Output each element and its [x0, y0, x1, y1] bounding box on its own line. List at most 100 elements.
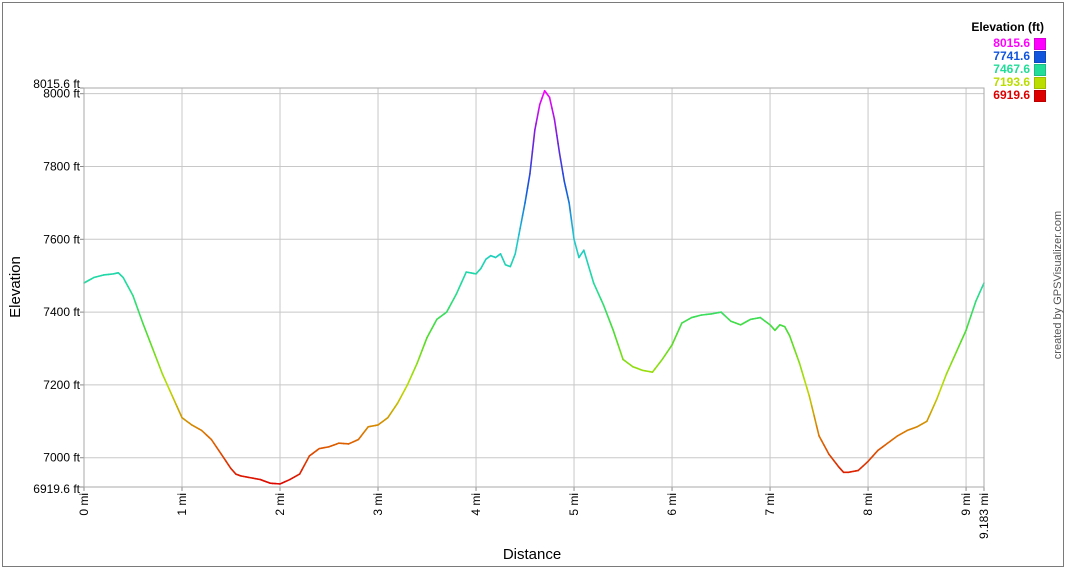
- elevation-segment: [514, 246, 518, 255]
- elevation-segment: [306, 455, 311, 462]
- elevation-segment: [521, 208, 525, 217]
- elevation-segment: [523, 202, 526, 211]
- elevation-segment: [614, 336, 619, 346]
- elevation-segment: [298, 468, 303, 475]
- legend-entry-label: 6919.6: [993, 88, 1030, 102]
- legend-entry: 8015.6: [971, 37, 1046, 50]
- elevation-segment: [445, 306, 450, 313]
- elevation-segment: [413, 362, 419, 370]
- elevation-segment: [537, 103, 541, 112]
- elevation-segment: [801, 370, 806, 381]
- elevation-segment: [423, 336, 428, 345]
- elevation-segment: [609, 323, 615, 332]
- elevation-segment: [458, 282, 463, 290]
- elevation-segment: [531, 140, 535, 153]
- credit-text: created by GPSVisualizer.com: [1052, 211, 1064, 359]
- elevation-segment: [798, 362, 803, 373]
- elevation-segment: [450, 297, 455, 304]
- elevation-segment: [673, 333, 678, 341]
- elevation-line: [83, 89, 985, 485]
- legend-swatch: [1034, 50, 1046, 63]
- plot-border: [83, 87, 985, 488]
- elevation-segment: [600, 298, 605, 306]
- legend: Elevation (ft) 8015.6 7741.6 7467.6 7193.6 6…: [971, 20, 1046, 102]
- elevation-segment: [426, 332, 431, 339]
- legend-entry-label: 7193.6: [993, 75, 1030, 89]
- legend-entry: 7467.6: [971, 63, 1046, 76]
- elevation-segment: [602, 304, 607, 313]
- legend-swatch: [1034, 76, 1046, 89]
- elevation-segment: [815, 425, 820, 437]
- elevation-segment: [678, 322, 683, 330]
- elevation-segment: [977, 291, 981, 298]
- elevation-segment: [409, 373, 414, 381]
- elevation-segment: [433, 318, 438, 325]
- legend-entry-label: 7741.6: [993, 49, 1030, 63]
- elevation-segment: [810, 405, 815, 417]
- elevation-segment: [676, 327, 681, 335]
- elevation-segment: [803, 378, 808, 389]
- elevation-segment: [142, 322, 147, 331]
- elevation-segment: [585, 257, 590, 268]
- elevation-segment: [144, 328, 149, 337]
- elevation-segment: [960, 334, 965, 343]
- legend-entry: 7193.6: [971, 76, 1046, 89]
- elevation-segment: [303, 459, 308, 466]
- elevation-segment: [805, 386, 811, 397]
- axis-layer: 0 mi 1 mi 2 mi 3 mi 4 mi 5 mi 6 mi 7 mi 8 mi 9 mi…: [33, 77, 991, 539]
- elevation-segment: [933, 398, 938, 406]
- elevation-segment: [607, 316, 612, 325]
- elevation-segment: [301, 464, 306, 471]
- elevation-segment: [554, 126, 558, 137]
- elevation-segment: [612, 329, 617, 339]
- elevation-segment: [124, 281, 129, 288]
- elevation-segment: [948, 362, 953, 370]
- elevation-segment: [399, 393, 404, 400]
- elevation-segment: [520, 214, 524, 223]
- elevation-segment: [164, 378, 169, 386]
- elevation-segment: [953, 351, 958, 359]
- elevation-segment: [808, 395, 813, 407]
- elevation-segment: [965, 322, 970, 332]
- elevation-segment: [149, 341, 154, 350]
- elevation-segment: [564, 185, 568, 193]
- legend-entry-label: 8015.6: [993, 36, 1030, 50]
- elevation-segment: [431, 323, 436, 330]
- y-tick-label: 7600 ft: [43, 232, 80, 246]
- elevation-segment: [590, 273, 595, 284]
- x-tick-label: 5 mi: [567, 493, 581, 516]
- elevation-segment: [563, 180, 567, 188]
- legend-entry-label: 7467.6: [993, 62, 1030, 76]
- elevation-segment: [926, 415, 931, 423]
- elevation-segment: [524, 194, 528, 204]
- elevation-segment: [411, 367, 416, 375]
- x-tick-label: 8 mi: [861, 493, 875, 516]
- elevation-segment: [428, 327, 433, 334]
- elevation-segment: [129, 290, 134, 297]
- elevation-segment: [560, 165, 564, 175]
- elevation-segment: [151, 347, 156, 356]
- elevation-segment: [552, 112, 556, 120]
- elevation-segment: [583, 249, 588, 260]
- elevation-segment: [605, 310, 610, 319]
- elevation-segment: [962, 329, 967, 337]
- elevation-segment: [535, 116, 539, 125]
- elevation-segment: [557, 142, 561, 153]
- elevation-segment: [529, 162, 532, 175]
- elevation-segment: [551, 107, 555, 115]
- elevation-segment: [945, 367, 950, 375]
- elevation-segment: [139, 315, 144, 324]
- legend-entry: 6919.6: [971, 89, 1046, 102]
- elevation-segment: [565, 191, 569, 199]
- elevation-segment: [406, 378, 411, 386]
- elevation-segment: [448, 302, 453, 309]
- elevation-segment: [137, 308, 142, 318]
- elevation-segment: [813, 415, 818, 427]
- elevation-segment: [532, 129, 536, 142]
- y-tick-label: 8015.6 ft: [33, 77, 80, 91]
- elevation-segment: [156, 360, 161, 369]
- legend-entry: 7741.6: [971, 50, 1046, 63]
- x-tick-label: 4 mi: [469, 493, 483, 516]
- elevation-segment: [549, 101, 553, 110]
